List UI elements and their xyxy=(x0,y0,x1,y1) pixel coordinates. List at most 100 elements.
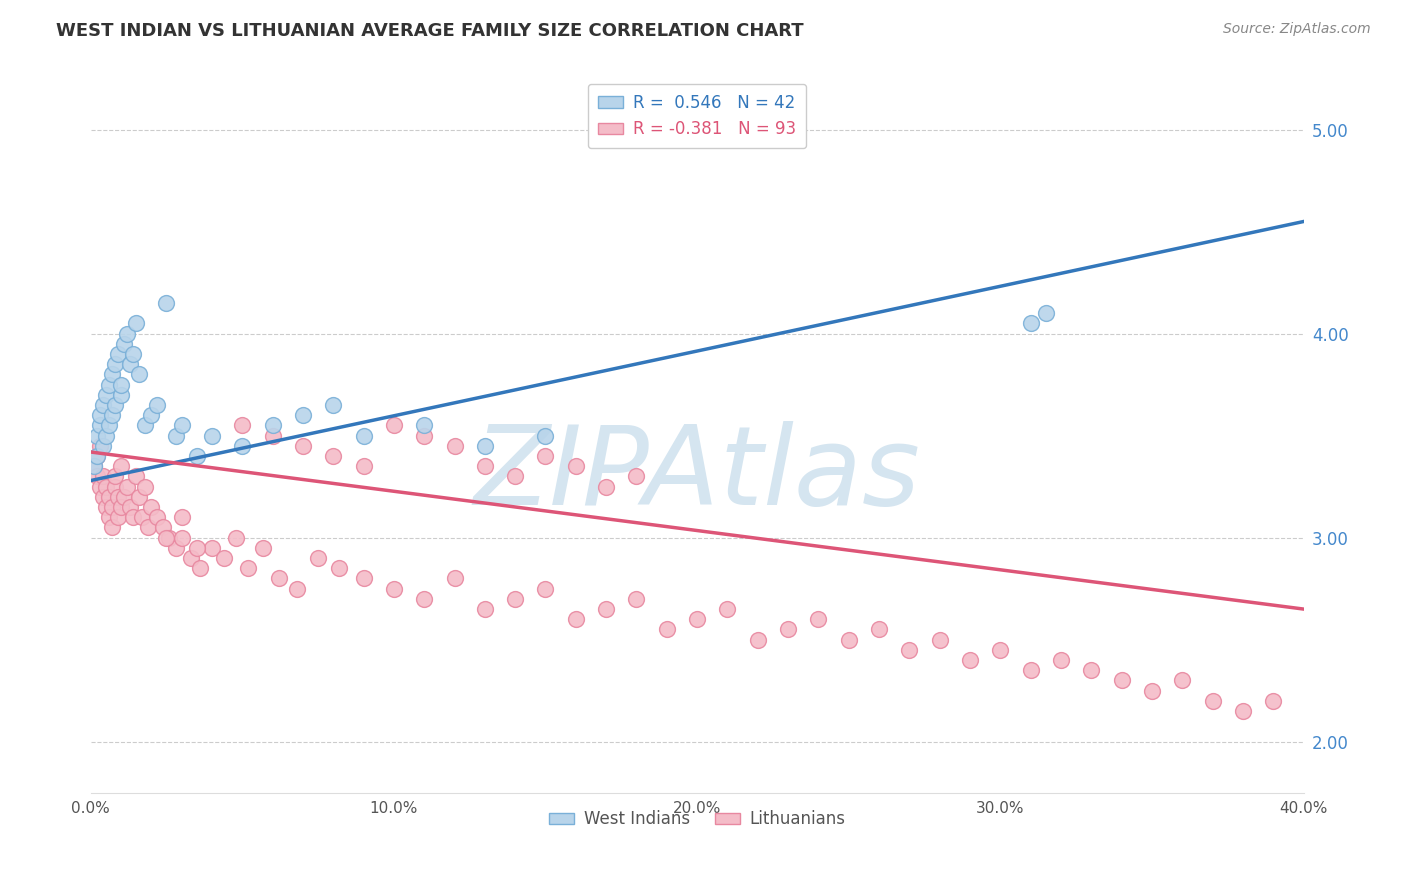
Point xyxy=(128,490,150,504)
Point xyxy=(94,500,117,514)
Point xyxy=(747,632,769,647)
Point xyxy=(328,561,350,575)
Point xyxy=(118,500,141,514)
Point xyxy=(170,510,193,524)
Text: ZIPAtlas: ZIPAtlas xyxy=(474,420,921,527)
Point xyxy=(252,541,274,555)
Point xyxy=(101,500,124,514)
Point xyxy=(382,582,405,596)
Point xyxy=(180,551,202,566)
Point xyxy=(112,337,135,351)
Point xyxy=(238,561,260,575)
Point xyxy=(225,531,247,545)
Point xyxy=(565,459,588,474)
Point xyxy=(91,490,114,504)
Point xyxy=(212,551,235,566)
Point xyxy=(534,582,557,596)
Point xyxy=(122,510,145,524)
Point xyxy=(83,459,105,474)
Point xyxy=(285,582,308,596)
Point xyxy=(474,439,496,453)
Point xyxy=(1080,663,1102,677)
Point xyxy=(186,541,208,555)
Point xyxy=(165,428,187,442)
Point xyxy=(1171,673,1194,688)
Point xyxy=(1232,704,1254,718)
Point xyxy=(1263,694,1285,708)
Point xyxy=(101,409,124,423)
Point xyxy=(838,632,860,647)
Point xyxy=(128,368,150,382)
Point xyxy=(1019,663,1042,677)
Point xyxy=(778,623,800,637)
Point xyxy=(107,490,129,504)
Point xyxy=(165,541,187,555)
Point xyxy=(170,531,193,545)
Point xyxy=(262,418,284,433)
Point xyxy=(97,377,120,392)
Text: WEST INDIAN VS LITHUANIAN AVERAGE FAMILY SIZE CORRELATION CHART: WEST INDIAN VS LITHUANIAN AVERAGE FAMILY… xyxy=(56,22,804,40)
Point xyxy=(1111,673,1133,688)
Point xyxy=(125,317,148,331)
Point xyxy=(201,541,224,555)
Point xyxy=(353,572,375,586)
Point xyxy=(474,602,496,616)
Point xyxy=(155,531,177,545)
Point xyxy=(655,623,678,637)
Point xyxy=(131,510,153,524)
Text: Source: ZipAtlas.com: Source: ZipAtlas.com xyxy=(1223,22,1371,37)
Point xyxy=(107,510,129,524)
Point xyxy=(146,398,169,412)
Point xyxy=(83,459,105,474)
Point xyxy=(97,510,120,524)
Point xyxy=(152,520,174,534)
Point xyxy=(959,653,981,667)
Point xyxy=(101,368,124,382)
Point xyxy=(104,398,127,412)
Point xyxy=(89,418,111,433)
Point xyxy=(110,500,132,514)
Point xyxy=(716,602,738,616)
Point xyxy=(231,418,253,433)
Point xyxy=(503,591,526,606)
Point xyxy=(134,480,156,494)
Point xyxy=(928,632,950,647)
Point xyxy=(626,591,648,606)
Point xyxy=(353,428,375,442)
Point xyxy=(146,510,169,524)
Point xyxy=(565,612,588,626)
Point xyxy=(443,439,465,453)
Point xyxy=(382,418,405,433)
Point xyxy=(898,643,921,657)
Point xyxy=(91,469,114,483)
Point xyxy=(115,480,138,494)
Point xyxy=(155,296,177,310)
Point xyxy=(110,459,132,474)
Point xyxy=(868,623,890,637)
Point xyxy=(534,428,557,442)
Point xyxy=(413,418,436,433)
Point xyxy=(1201,694,1223,708)
Point xyxy=(186,449,208,463)
Point xyxy=(118,357,141,371)
Point xyxy=(91,398,114,412)
Point xyxy=(322,398,344,412)
Point xyxy=(94,428,117,442)
Point xyxy=(94,388,117,402)
Point xyxy=(686,612,709,626)
Point xyxy=(322,449,344,463)
Point xyxy=(86,449,108,463)
Point xyxy=(86,449,108,463)
Point xyxy=(141,409,163,423)
Legend: West Indians, Lithuanians: West Indians, Lithuanians xyxy=(541,804,852,835)
Point xyxy=(201,428,224,442)
Point xyxy=(807,612,830,626)
Point xyxy=(104,357,127,371)
Point xyxy=(101,520,124,534)
Point xyxy=(291,409,314,423)
Point xyxy=(231,439,253,453)
Point xyxy=(595,480,617,494)
Point xyxy=(1140,683,1163,698)
Point xyxy=(443,572,465,586)
Point xyxy=(291,439,314,453)
